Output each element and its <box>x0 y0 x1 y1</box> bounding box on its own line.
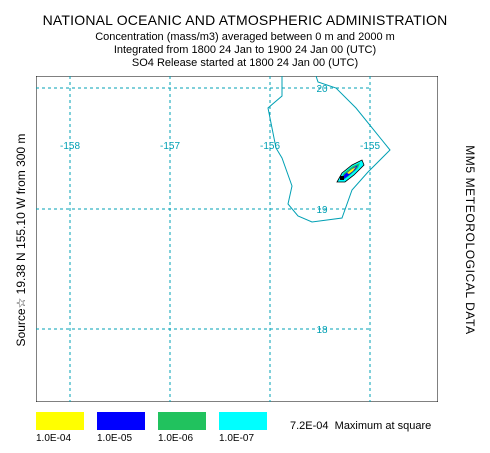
legend-label-1e-06: 1.0E-06 <box>158 433 194 444</box>
legend-swatch-1e-05 <box>97 412 145 430</box>
island-coastline <box>267 76 391 223</box>
maximum-square <box>340 176 344 180</box>
maximum-text: Maximum at square <box>334 420 432 432</box>
lon-label-158: -158 <box>60 141 80 152</box>
maximum-note: 7.2E-04 Maximum at square <box>290 420 431 432</box>
lat-label-18: 18 <box>316 325 328 336</box>
release-subtitle: SO4 Release started at 1800 24 Jan 00 (U… <box>131 57 359 69</box>
concentration-plume <box>336 159 365 183</box>
map-frame <box>36 76 438 402</box>
lon-label-157: -157 <box>160 141 180 152</box>
lat-label-19: 19 <box>316 205 328 216</box>
legend-label-1e-05: 1.0E-05 <box>97 433 133 444</box>
meteorological-data-label: MM5 METEOROLOGICAL DATA <box>463 145 477 335</box>
legend-swatch-1e-06 <box>158 412 206 430</box>
concentration-subtitle: Concentration (mass/m3) averaged between… <box>95 31 395 43</box>
source-location-label: Source☆ 19.38 N 155.10 W from 300 m <box>14 133 28 347</box>
legend-label-1e-07: 1.0E-07 <box>219 433 255 444</box>
map-title: NATIONAL OCEANIC AND ATMOSPHERIC ADMINIS… <box>42 12 448 28</box>
lon-label-156: -156 <box>260 141 280 152</box>
maximum-value: 7.2E-04 <box>290 420 329 432</box>
plume-contour-1e-04 <box>347 167 356 174</box>
lon-label-155: -155 <box>360 141 380 152</box>
legend-swatch-1e-04 <box>36 412 84 430</box>
legend-swatch-1e-07 <box>219 412 267 430</box>
dispersion-map: -158 -157 -156 -155 20 19 18 <box>36 76 438 402</box>
integration-subtitle: Integrated from 1800 24 Jan to 1900 24 J… <box>113 44 377 56</box>
legend-label-1e-04: 1.0E-04 <box>36 433 72 444</box>
lat-label-20: 20 <box>316 84 328 95</box>
